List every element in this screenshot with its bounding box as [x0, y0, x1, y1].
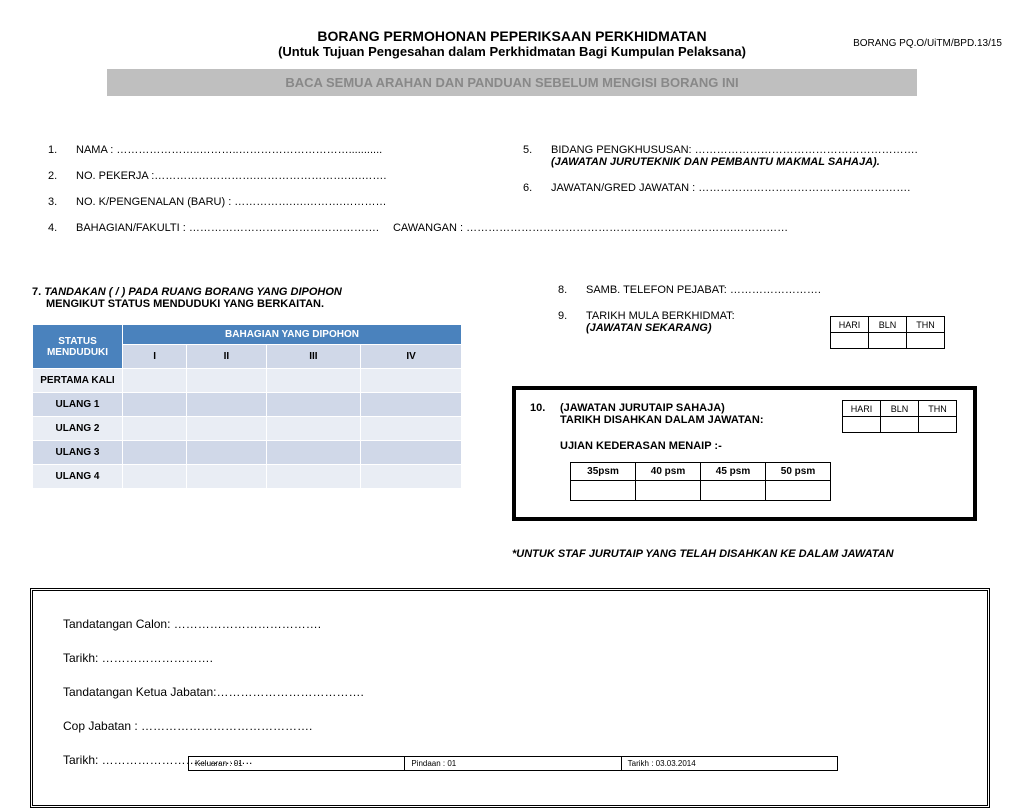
col-1: I — [123, 345, 187, 369]
th-status: STATUS MENDUDUKI — [33, 325, 123, 369]
footer-tarikh: Tarikh : 03.03.2014 — [622, 757, 837, 770]
field-3-label: NO. K/PENGENALAN (BARU) : …………….….……….……… — [76, 196, 386, 208]
field-5-num: 5. — [523, 144, 551, 156]
signature-box: Tandatangan Calon: ………………………………. Tarikh:… — [30, 588, 990, 808]
sign-head: Tandatangan Ketua Jabatan:………………………………. — [63, 685, 453, 699]
field-4-cawangan: CAWANGAN : ……………………………………………………………….…………… — [393, 222, 788, 234]
s7-italic: TANDAKAN ( / ) PADA RUANG BORANG YANG DI… — [44, 286, 342, 298]
footer-keluaran: Keluaran : 01 — [189, 757, 405, 770]
section-7: 7. TANDAKAN ( / ) PADA RUANG BORANG YANG… — [32, 286, 502, 489]
instruction-bar: BACA SEMUA ARAHAN DAN PANDUAN SEBELUM ME… — [107, 69, 917, 96]
row-2: ULANG 1 — [33, 393, 123, 417]
field-8-num: 8. — [558, 284, 586, 296]
footer: Keluaran : 01 Pindaan : 01 Tarikh : 03.0… — [188, 756, 838, 771]
date-table-9: HARIBLNTHN — [830, 316, 945, 349]
psm-table: 35psm40 psm45 psm50 psm — [570, 462, 831, 501]
field-9-num: 9. — [558, 310, 586, 334]
date-table-10: HARIBLNTHN — [842, 400, 957, 433]
field-6-num: 6. — [523, 182, 551, 194]
field-2-num: 2. — [48, 170, 76, 182]
star-note: *UNTUK STAF JURUTAIP YANG TELAH DISAHKAN… — [512, 548, 894, 560]
s7-rest: MENGIKUT STATUS MENDUDUKI YANG BERKAITAN… — [46, 298, 324, 310]
box10-l2: TARIKH DISAHKAN DALAM JAWATAN: — [560, 414, 763, 426]
field-5-note: (JAWATAN JURUTEKNIK DAN PEMBANTU MAKMAL … — [551, 156, 880, 168]
left-column: 1.NAMA : …………………..………..………………………….......… — [40, 138, 500, 248]
field-1-label: NAMA : …………………..………..………………………….........… — [76, 144, 382, 156]
field-5-label: BIDANG PENGKHUSUSAN: …………………………………………………… — [551, 144, 918, 156]
row-4: ULANG 3 — [33, 441, 123, 465]
field-2-label: NO. PEKERJA :……………………….…………………….….……. — [76, 170, 386, 182]
field-8-label: SAMB. TELEFON PEJABAT: ……………………. — [586, 284, 821, 296]
sign-date-1: Tarikh: ………………………. — [63, 651, 583, 665]
col-4: IV — [361, 345, 462, 369]
form-code: BORANG PQ.O/UiTM/BPD.13/15 — [853, 38, 1002, 49]
sign-candidate: Tandatangan Calon: ………………………………. — [63, 617, 583, 631]
field-9-sub: (JAWATAN SEKARANG) — [586, 322, 711, 334]
row-3: ULANG 2 — [33, 417, 123, 441]
box10-l3: UJIAN KEDERASAN MENAIP :- — [560, 440, 959, 452]
footer-pindaan: Pindaan : 01 — [405, 757, 621, 770]
th-section: BAHAGIAN YANG DIPOHON — [123, 325, 462, 345]
field-1-num: 1. — [48, 144, 76, 156]
fields-8-9: 8.SAMB. TELEFON PEJABAT: ……………………. 9. TA… — [550, 278, 980, 348]
status-table: STATUS MENDUDUKIBAHAGIAN YANG DIPOHON I … — [32, 324, 462, 489]
row-5: ULANG 4 — [33, 465, 123, 489]
field-4-label: BAHAGIAN/FAKULTI : ……………………………………………. — [76, 222, 379, 234]
field-10-num: 10. — [530, 402, 560, 426]
col-2: II — [187, 345, 266, 369]
col-3: III — [266, 345, 361, 369]
s7-prefix: 7. — [32, 286, 44, 298]
field-3-num: 3. — [48, 196, 76, 208]
sign-stamp: Cop Jabatan : ……………………………………. — [63, 719, 453, 733]
field-4-num: 4. — [48, 222, 76, 234]
row-1: PERTAMA KALI — [33, 369, 123, 393]
box10-l1: (JAWATAN JURUTAIP SAHAJA) — [560, 402, 725, 414]
box-10: 10. (JAWATAN JURUTAIP SAHAJA) TARIKH DIS… — [512, 386, 977, 521]
right-column: 5.BIDANG PENGKHUSUSAN: ……………………………………………… — [515, 138, 1015, 208]
field-6-label: JAWATAN/GRED JAWATAN : ……………………………………………… — [551, 182, 910, 194]
field-9-label: TARIKH MULA BERKHIDMAT: — [586, 310, 735, 322]
